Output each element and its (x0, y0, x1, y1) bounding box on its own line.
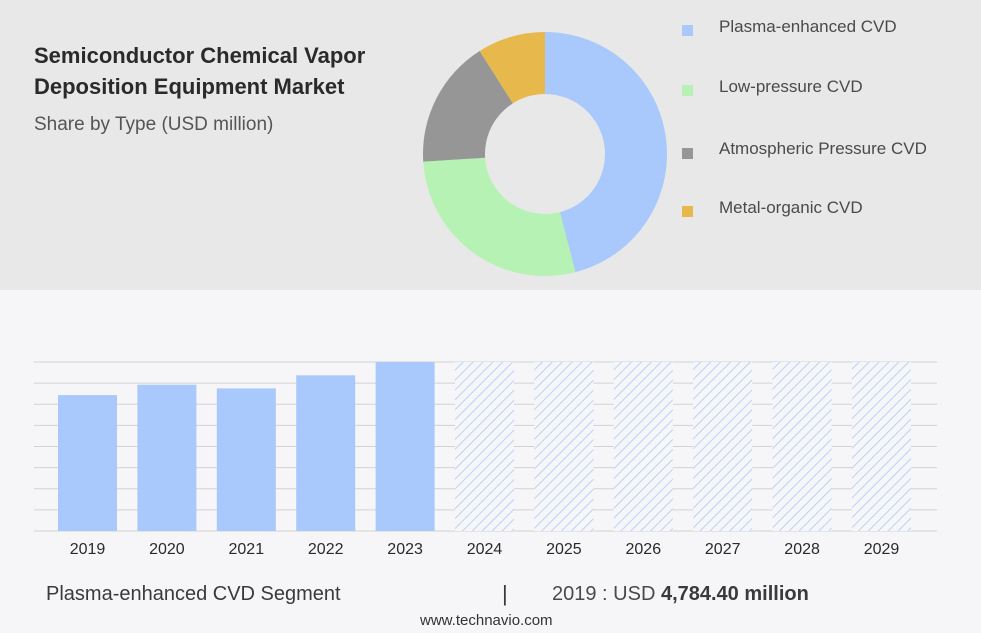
x-tick-label: 2029 (864, 541, 900, 558)
x-tick-label: 2021 (229, 541, 265, 558)
forecast-bar-2025 (534, 362, 594, 531)
donut-slice-3 (479, 32, 545, 104)
legend-swatch (682, 206, 693, 217)
footer-value: 2019 : USD 4,784.40 million (552, 583, 809, 606)
forecast-bar-2029 (852, 362, 911, 531)
x-tick-label: 2022 (308, 541, 344, 558)
bar-2023 (375, 362, 435, 531)
bar-2020 (137, 384, 197, 531)
legend-swatch (682, 25, 693, 36)
donut-slice-2 (423, 50, 513, 162)
x-tick-label: 2024 (467, 541, 503, 558)
forecast-bar-2027 (693, 362, 753, 531)
forecast-bar-2026 (613, 362, 673, 531)
legend-swatch (682, 148, 693, 159)
legend-label: Low-pressure CVD (719, 77, 863, 96)
footer-year: 2019 : USD (552, 583, 661, 605)
legend-label: Atmospheric Pressure CVD (719, 139, 927, 158)
bar-2022 (296, 375, 356, 531)
footer-amount: 4,784.40 million (660, 583, 809, 605)
bar-chart: 2019 2020 2021 2022 2023 2024 2025 2026 2027 2028… (34, 361, 937, 558)
x-tick-label: 2028 (784, 541, 820, 558)
donut-slice-1 (423, 157, 576, 276)
chart-title: Semiconductor Chemical Vapor Deposition … (34, 43, 366, 99)
x-tick-label: 2026 (626, 541, 662, 558)
footer-segment: Plasma-enhanced CVD Segment (46, 583, 341, 605)
legend-label: Plasma-enhanced CVD (719, 17, 897, 36)
footer-separator: | (502, 581, 508, 606)
x-tick-label: 2020 (149, 541, 185, 558)
source-link[interactable]: www.technavio.com (420, 612, 553, 629)
legend-label: Metal-organic CVD (719, 198, 863, 217)
forecast-bar-2024 (455, 362, 514, 531)
chart-subtitle: Share by Type (USD million) (34, 114, 274, 135)
x-tick-label: 2027 (705, 541, 741, 558)
bar-2019 (58, 395, 117, 531)
legend-swatch (682, 85, 693, 96)
x-tick-label: 2019 (70, 541, 106, 558)
x-tick-label: 2025 (546, 541, 582, 558)
bar-2021 (216, 388, 276, 531)
forecast-bar-2028 (772, 362, 832, 531)
x-tick-label: 2023 (387, 541, 423, 558)
donut-chart (423, 32, 667, 276)
donut-slice-0 (545, 32, 667, 273)
